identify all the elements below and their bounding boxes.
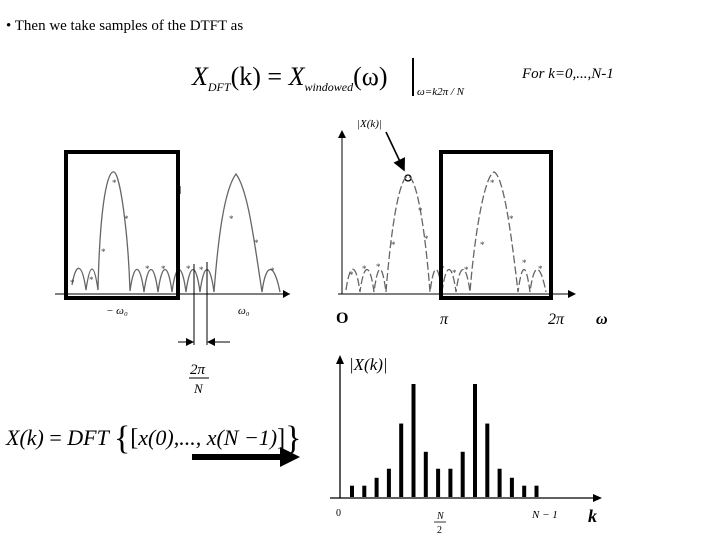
right-highlight-box bbox=[439, 150, 553, 300]
stem-bar bbox=[448, 468, 453, 497]
right-x-axis-arrow bbox=[568, 290, 576, 298]
formula-bottom-lhs: X(k) bbox=[6, 425, 44, 450]
formula-top-eval-sub: ω=k2π / N bbox=[417, 86, 464, 98]
stem-half-numerator: N bbox=[436, 511, 445, 522]
stem-bar bbox=[411, 384, 416, 497]
stem-bar bbox=[497, 468, 502, 497]
stem-x-axis-arrow bbox=[593, 494, 602, 502]
sample-star: * bbox=[509, 214, 514, 224]
stem-bar bbox=[362, 485, 367, 497]
left-highlight-box bbox=[64, 150, 180, 300]
formula-top: XDFT(k) = Xwindowed(ω) bbox=[192, 62, 388, 95]
transform-arrow-head bbox=[280, 447, 300, 467]
sample-star: * bbox=[229, 214, 234, 224]
stem-half-denominator: 2 bbox=[437, 525, 442, 536]
formula-top-rhs-sub: windowed bbox=[304, 80, 354, 95]
sample-star: * bbox=[490, 178, 495, 188]
stem-bar bbox=[534, 485, 539, 497]
formula-top-lhs-base: X bbox=[192, 62, 208, 91]
sample-star: * bbox=[145, 264, 150, 274]
heading-text: Then we take samples of the DTFT as bbox=[14, 18, 244, 34]
stem-bar bbox=[399, 423, 404, 497]
formula-top-rhs-arg: (ω) bbox=[353, 62, 388, 91]
stem-bar bbox=[386, 468, 391, 497]
formula-bottom-equals: = bbox=[49, 425, 62, 450]
sample-star: * bbox=[480, 240, 485, 250]
right-dtft-curve bbox=[345, 171, 547, 293]
sample-star: * bbox=[89, 275, 94, 285]
right-y-label: |X(k)| bbox=[357, 118, 382, 130]
stem-bar bbox=[350, 485, 354, 497]
left-dtft-plot: * * * * * * * * * * * * − ω₀ ω₀ 2π N bbox=[55, 150, 290, 396]
right-dtft-plot: |X(k)| * * * * * * * * * * * * * * O π 2… bbox=[336, 118, 608, 328]
formula-bottom-fn: DFT bbox=[67, 425, 109, 450]
sample-star: * bbox=[522, 258, 527, 268]
pointer-arrow bbox=[385, 131, 405, 172]
sample-star: * bbox=[101, 247, 106, 257]
sample-star: * bbox=[376, 262, 381, 272]
stem-k-label: k bbox=[588, 506, 597, 526]
sample-star: * bbox=[424, 234, 429, 244]
sample-star: * bbox=[362, 264, 367, 274]
bracket-open: [ bbox=[130, 425, 139, 451]
formula-top-equals: = bbox=[267, 62, 283, 91]
sample-star: * bbox=[70, 278, 75, 288]
formula-top-lhs-sub: DFT bbox=[207, 80, 231, 95]
sample-star: * bbox=[452, 268, 457, 278]
bullet-glyph: • bbox=[6, 18, 12, 34]
sample-star: * bbox=[538, 264, 543, 274]
k-range-note: For k=0,...,N-1 bbox=[522, 66, 614, 82]
brace-open: { bbox=[113, 420, 131, 457]
sample-star: * bbox=[418, 206, 423, 216]
sample-star: * bbox=[199, 265, 204, 275]
sample-star: * bbox=[161, 264, 166, 274]
stem-bar bbox=[436, 468, 441, 497]
stem-bars bbox=[350, 384, 539, 497]
pos-omega0-label: ω₀ bbox=[238, 305, 250, 317]
right-y-axis-arrow bbox=[338, 130, 346, 138]
bracket-close: ] bbox=[277, 425, 286, 451]
right-sample-points: * * * * * * * * * * * * * * bbox=[349, 178, 543, 280]
stem-bar bbox=[485, 423, 490, 497]
origin-label: O bbox=[336, 310, 348, 327]
stem-y-label: |X(k)| bbox=[349, 355, 388, 374]
sample-star: * bbox=[464, 265, 469, 275]
evaluation-bar bbox=[412, 58, 414, 96]
formula-top-lhs-arg: (k) bbox=[230, 62, 261, 91]
two-pi-label: 2π bbox=[548, 311, 565, 328]
formula-bottom-args: x(0),..., x(N −1) bbox=[138, 425, 278, 450]
stem-zero-label: 0 bbox=[336, 508, 341, 519]
brace-close: } bbox=[285, 420, 302, 457]
stem-bar bbox=[460, 451, 465, 497]
neg-omega0-label: − ω₀ bbox=[106, 305, 128, 317]
sample-star: * bbox=[112, 178, 117, 188]
stem-bar bbox=[473, 384, 477, 497]
sample-star: * bbox=[270, 266, 275, 276]
stem-bar bbox=[423, 451, 428, 497]
sample-star: * bbox=[124, 214, 129, 224]
pi-label: π bbox=[440, 311, 449, 328]
left-dtft-curve bbox=[71, 171, 281, 293]
sample-star: * bbox=[186, 264, 191, 274]
spacing-denominator: N bbox=[193, 381, 204, 396]
omega-axis-label: ω bbox=[596, 311, 608, 328]
left-x-axis-arrow bbox=[283, 290, 290, 298]
sample-star: * bbox=[254, 238, 259, 248]
slide-heading: • Then we take samples of the DTFT as bbox=[6, 18, 243, 35]
dft-stem-plot: |X(k)| 0 N 2 N − 1 k bbox=[330, 355, 602, 536]
stem-bar bbox=[374, 477, 379, 497]
spacing-numerator: 2π bbox=[190, 362, 206, 378]
stem-y-axis-arrow bbox=[336, 355, 344, 364]
stem-last-label: N − 1 bbox=[531, 509, 558, 521]
stem-bar bbox=[509, 477, 514, 497]
stem-bar bbox=[522, 485, 527, 497]
formula-top-rhs-base: X bbox=[288, 62, 305, 91]
left-sample-points: * * * * * * * * * * * * bbox=[70, 178, 275, 288]
sample-star: * bbox=[349, 270, 354, 280]
sample-star: * bbox=[391, 240, 396, 250]
formula-bottom: X(k) = DFT {[x(0),..., x(N −1)]} bbox=[6, 416, 302, 457]
